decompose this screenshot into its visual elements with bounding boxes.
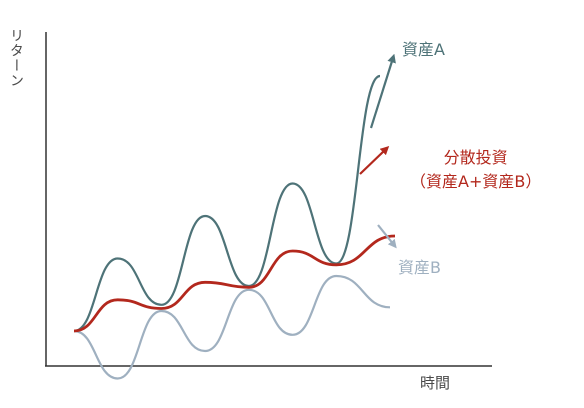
legend-label-asset-b: 資産B <box>398 258 441 277</box>
trend-arrow-asset-b <box>377 224 397 249</box>
series-line-diversified <box>73 234 396 333</box>
series-line-asset-a <box>73 74 381 333</box>
trend-arrow-diversified <box>359 145 390 175</box>
y-axis-label: リターン <box>8 28 24 88</box>
trend-arrow-asset-a <box>369 53 396 129</box>
x-axis-label: 時間 <box>420 374 451 392</box>
legend-label-diversified-title: 分散投資 <box>443 148 508 167</box>
legend-label-asset-a: 資産A <box>402 40 445 59</box>
legend-label-diversified: 分散投資 （資産A+資産B） <box>410 146 541 194</box>
series-line-asset-b <box>73 274 391 380</box>
legend-label-diversified-sub: （資産A+資産B） <box>410 172 542 191</box>
